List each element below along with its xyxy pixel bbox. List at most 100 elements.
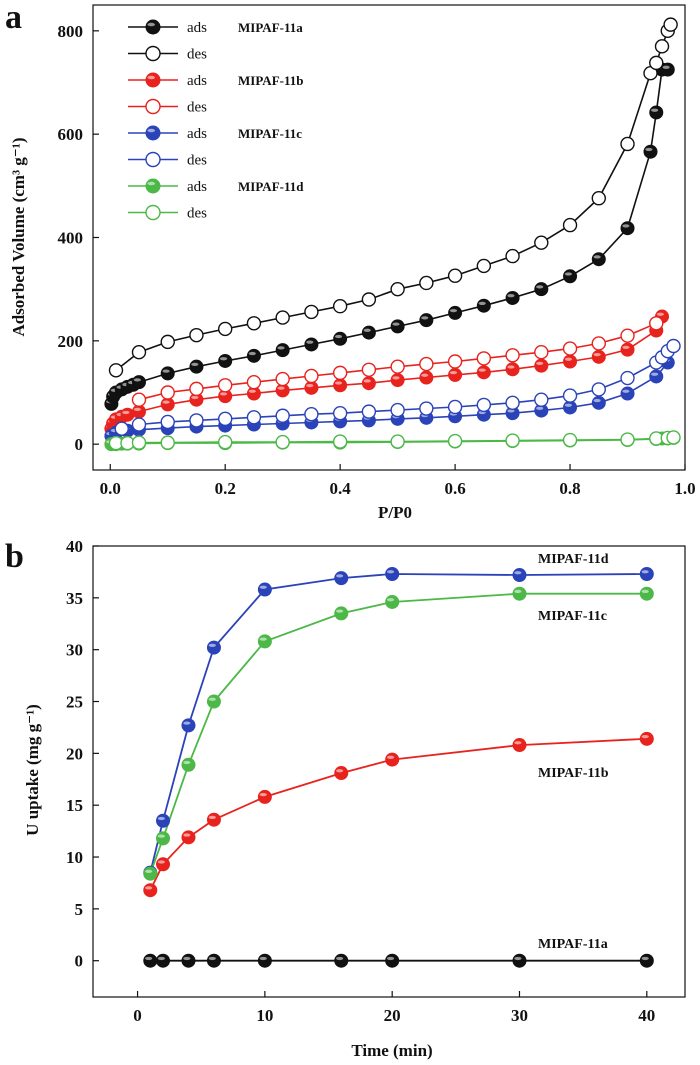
data-point-dot bbox=[591, 349, 606, 364]
data-point-dot bbox=[620, 432, 635, 447]
data-point-shine bbox=[336, 574, 344, 578]
series-label: MIPAF-11c bbox=[538, 609, 607, 624]
data-point bbox=[385, 752, 400, 767]
data-point bbox=[649, 316, 664, 331]
data-point bbox=[447, 433, 463, 449]
data-point bbox=[419, 401, 434, 416]
data-point-dot bbox=[534, 392, 549, 407]
y-tick-label: 0 bbox=[75, 435, 84, 454]
data-point-shine bbox=[507, 365, 515, 369]
data-point-dot bbox=[505, 433, 520, 448]
data-point-dot bbox=[181, 718, 196, 733]
data-point-dot bbox=[563, 400, 578, 415]
data-point-shine bbox=[157, 956, 165, 961]
data-point-shine bbox=[183, 721, 191, 725]
data-point bbox=[505, 290, 520, 305]
legend-marker bbox=[145, 151, 161, 168]
data-point bbox=[361, 325, 376, 340]
data-point bbox=[131, 375, 146, 390]
data-point bbox=[512, 586, 527, 601]
data-point-dot bbox=[332, 405, 348, 421]
data-point-shine bbox=[208, 697, 216, 701]
data-point bbox=[334, 953, 349, 968]
data-point bbox=[447, 268, 463, 283]
data-point bbox=[620, 432, 635, 447]
data-point-dot bbox=[160, 334, 175, 350]
data-point bbox=[304, 337, 319, 352]
x-tick-label: 10 bbox=[256, 1006, 273, 1025]
data-point-dot bbox=[390, 434, 405, 449]
data-point-shine bbox=[162, 369, 170, 373]
y-tick-label: 15 bbox=[66, 796, 83, 815]
data-point-dot bbox=[447, 433, 463, 449]
data-point-dot bbox=[649, 316, 664, 331]
data-point-shine bbox=[478, 301, 486, 306]
legend-marker-shine bbox=[147, 75, 156, 80]
data-point bbox=[131, 345, 147, 360]
y-tick-label: 10 bbox=[66, 848, 83, 867]
data-point bbox=[275, 408, 290, 423]
data-point bbox=[562, 341, 578, 356]
legend-sample-name: MIPAF-11a bbox=[238, 20, 303, 35]
data-point bbox=[246, 386, 261, 401]
data-point bbox=[390, 434, 405, 449]
data-point bbox=[334, 571, 349, 586]
data-point-shine bbox=[593, 398, 601, 403]
data-point-dot bbox=[591, 191, 606, 206]
x-tick-label: 0 bbox=[133, 1006, 142, 1025]
y-tick-label: 20 bbox=[66, 744, 83, 763]
data-point-dot bbox=[534, 235, 549, 250]
data-point-dot bbox=[160, 397, 175, 412]
series-label: MIPAF-11a bbox=[538, 937, 608, 952]
data-point-dot bbox=[390, 359, 405, 374]
data-point bbox=[649, 105, 664, 120]
data-point bbox=[246, 374, 262, 390]
legend-marker-dot bbox=[145, 151, 161, 168]
data-point-shine bbox=[133, 407, 141, 411]
data-point-dot bbox=[189, 327, 204, 343]
data-point-shine bbox=[564, 272, 572, 276]
data-point bbox=[447, 354, 463, 369]
series-markers-mipaf-11b-des bbox=[131, 316, 664, 407]
data-point bbox=[246, 410, 262, 425]
data-point-shine bbox=[514, 956, 522, 961]
y-tick-label: 600 bbox=[58, 125, 84, 144]
data-point bbox=[206, 812, 221, 827]
data-point-dot bbox=[476, 351, 492, 366]
data-point bbox=[189, 381, 204, 397]
data-point bbox=[304, 407, 319, 422]
data-point-shine bbox=[157, 860, 165, 864]
data-point-dot bbox=[275, 371, 290, 387]
data-point bbox=[332, 365, 348, 381]
data-point bbox=[333, 331, 348, 346]
data-point bbox=[143, 866, 158, 881]
data-point-dot bbox=[620, 370, 635, 386]
data-point-dot bbox=[181, 953, 196, 968]
data-point-dot bbox=[332, 365, 348, 381]
data-point bbox=[160, 435, 175, 450]
legend-marker bbox=[145, 98, 161, 115]
data-point-dot bbox=[620, 328, 635, 343]
data-point-dot bbox=[334, 606, 349, 621]
data-point bbox=[591, 191, 606, 206]
data-point-shine bbox=[336, 609, 344, 613]
data-point-shine bbox=[593, 255, 601, 259]
data-point-dot bbox=[361, 376, 376, 391]
legend-label: ads bbox=[187, 179, 207, 195]
x-axis-label: P/P0 bbox=[378, 503, 412, 522]
data-point-shine bbox=[336, 956, 344, 961]
data-point bbox=[666, 430, 681, 445]
data-point-shine bbox=[564, 357, 572, 361]
data-point bbox=[390, 281, 405, 297]
legend-sample-name: MIPAF-11c bbox=[238, 126, 302, 141]
data-point-dot bbox=[390, 281, 405, 297]
data-point-shine bbox=[334, 334, 343, 339]
data-point bbox=[563, 400, 578, 415]
y-tick-label: 5 bbox=[75, 900, 84, 919]
data-point-dot bbox=[666, 430, 681, 445]
data-point-dot bbox=[448, 367, 463, 382]
legend-marker bbox=[145, 178, 161, 194]
data-point bbox=[160, 385, 175, 400]
data-point bbox=[206, 640, 221, 655]
data-point-shine bbox=[536, 285, 544, 289]
